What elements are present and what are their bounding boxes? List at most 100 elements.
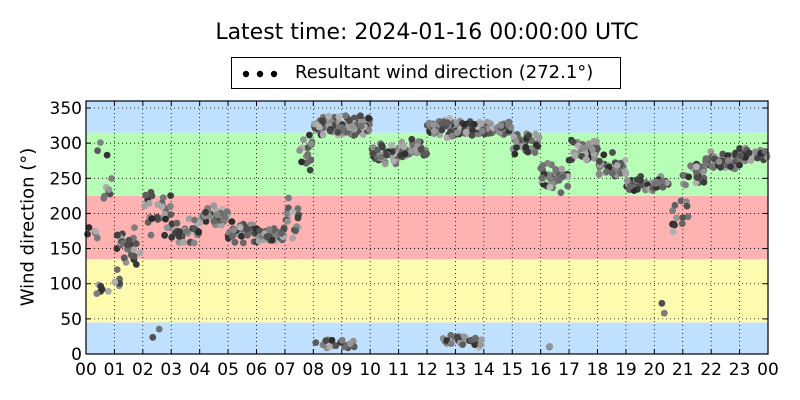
data-point	[175, 233, 183, 240]
data-point	[236, 224, 244, 231]
x-tick-label: 01	[104, 360, 126, 380]
data-point	[100, 192, 108, 200]
data-point	[136, 249, 144, 257]
data-point	[673, 214, 681, 222]
data-point	[546, 343, 554, 350]
data-point	[148, 192, 156, 200]
data-point	[682, 181, 689, 189]
data-point	[85, 224, 93, 231]
x-tick-label: 04	[189, 360, 211, 380]
data-point	[408, 135, 416, 143]
data-point	[582, 155, 590, 163]
data-point	[381, 160, 389, 168]
data-point	[149, 333, 157, 341]
data-point	[591, 154, 598, 162]
data-point	[478, 127, 486, 135]
data-point	[747, 157, 755, 164]
x-tick-label: 22	[700, 360, 722, 380]
data-point	[477, 120, 485, 127]
data-point	[97, 139, 104, 147]
data-point	[557, 189, 565, 197]
data-point	[210, 202, 218, 210]
data-point	[223, 208, 231, 216]
data-point	[196, 219, 204, 227]
data-point	[307, 140, 315, 148]
data-point	[564, 182, 572, 190]
x-tick-label: 23	[729, 360, 751, 380]
data-point	[423, 150, 431, 158]
x-tick-label: 02	[132, 360, 154, 380]
data-point	[289, 208, 296, 216]
data-point	[228, 232, 236, 240]
data-point	[228, 218, 236, 226]
data-point	[202, 208, 209, 216]
data-point	[497, 122, 505, 129]
x-tick-label: 11	[388, 360, 410, 380]
legend-marker-icon	[242, 70, 278, 78]
data-point	[315, 123, 323, 131]
data-point	[564, 173, 572, 181]
data-point	[94, 147, 101, 155]
data-point	[359, 131, 367, 139]
data-point	[588, 145, 596, 153]
data-point	[221, 214, 229, 222]
data-point	[603, 168, 610, 176]
data-point	[265, 226, 273, 234]
x-tick-label: 20	[644, 360, 666, 380]
data-point	[300, 136, 307, 144]
data-point	[283, 209, 291, 217]
data-point	[108, 175, 115, 182]
data-point	[623, 177, 631, 185]
x-tick-label: 14	[473, 360, 495, 380]
data-point	[459, 341, 466, 348]
data-point	[167, 211, 175, 218]
y-tick-label: 0	[71, 345, 82, 365]
data-point	[663, 179, 671, 187]
data-point	[318, 117, 326, 125]
data-point	[111, 278, 119, 286]
y-tick-label: 300	[50, 134, 82, 154]
data-point	[685, 173, 693, 181]
data-point	[190, 239, 198, 247]
data-point	[533, 141, 540, 149]
data-point	[322, 337, 330, 344]
data-point	[708, 163, 716, 171]
data-point	[669, 228, 677, 236]
data-point	[707, 148, 715, 156]
data-point	[377, 153, 385, 161]
data-point	[443, 134, 451, 142]
data-point	[660, 309, 668, 317]
data-point	[453, 129, 461, 137]
data-point	[332, 342, 340, 350]
data-point	[477, 341, 485, 349]
data-point	[162, 215, 169, 223]
data-point	[533, 132, 540, 140]
legend: Resultant wind direction (272.1°)	[231, 57, 621, 89]
data-point	[357, 122, 365, 130]
data-point	[183, 227, 190, 235]
x-tick-label: 03	[160, 360, 182, 380]
data-point	[325, 112, 332, 120]
data-point	[565, 156, 573, 164]
x-tick-label: 08	[303, 360, 325, 380]
data-point	[659, 183, 667, 191]
x-tick-label: 13	[445, 360, 467, 380]
data-point	[702, 155, 710, 163]
data-point	[430, 127, 438, 135]
data-point	[326, 127, 334, 135]
data-point	[243, 225, 251, 233]
data-point	[472, 334, 479, 342]
data-point	[736, 161, 743, 169]
data-point	[593, 138, 600, 146]
data-point	[341, 343, 348, 350]
data-point	[185, 215, 193, 223]
data-point	[678, 220, 686, 228]
data-point	[558, 165, 566, 173]
data-point	[724, 157, 732, 164]
data-point	[335, 113, 343, 121]
data-point	[546, 183, 554, 191]
data-point	[306, 131, 313, 139]
data-point	[470, 120, 478, 128]
data-point	[684, 213, 692, 221]
data-point	[92, 228, 100, 236]
